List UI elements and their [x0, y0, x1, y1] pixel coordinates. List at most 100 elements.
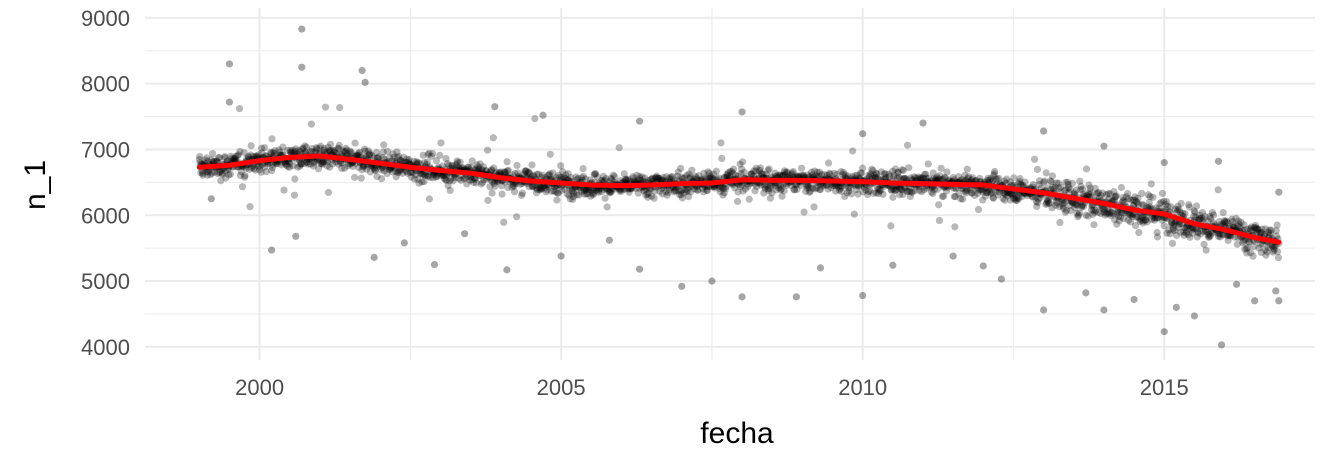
data-point [429, 174, 437, 182]
outlier-point [1275, 297, 1283, 305]
data-point [208, 169, 216, 177]
outlier-point [1082, 289, 1090, 297]
data-point [964, 173, 973, 181]
data-point [339, 147, 347, 155]
data-point [888, 186, 896, 194]
data-point [326, 140, 335, 148]
data-point [1011, 195, 1019, 203]
data-point [1052, 198, 1060, 206]
data-point [461, 174, 469, 182]
data-point [308, 145, 316, 153]
data-point [594, 185, 603, 194]
data-point [1060, 204, 1068, 213]
data-point [452, 161, 460, 169]
data-point [561, 185, 569, 193]
data-point [341, 164, 349, 172]
data-point [591, 170, 599, 178]
data-point [1124, 189, 1132, 198]
data-point [1021, 178, 1029, 186]
data-point [726, 167, 734, 176]
data-point [565, 184, 573, 192]
data-point [502, 168, 510, 176]
data-point [629, 174, 637, 182]
data-point [1000, 177, 1008, 185]
data-point [990, 170, 998, 178]
data-point [488, 189, 496, 197]
data-point [213, 157, 221, 165]
data-point [390, 153, 398, 161]
data-point [606, 186, 614, 195]
outlier-point [1232, 280, 1241, 288]
data-point [245, 153, 253, 161]
data-point [1270, 246, 1278, 254]
data-point [844, 172, 852, 180]
data-point [731, 171, 740, 179]
data-point [910, 187, 919, 195]
data-point [456, 158, 464, 166]
data-point [995, 188, 1003, 196]
data-point [1153, 228, 1161, 237]
data-point [510, 188, 519, 196]
data-point [1250, 242, 1258, 251]
data-point [321, 103, 330, 111]
data-point [678, 173, 686, 182]
data-point [719, 185, 728, 193]
data-point [439, 162, 447, 170]
data-point [934, 174, 942, 183]
data-point [569, 195, 577, 203]
data-point [407, 173, 415, 181]
data-point [472, 165, 480, 173]
data-point [379, 154, 387, 162]
data-point [938, 192, 946, 201]
data-point [1251, 224, 1259, 232]
data-point [1200, 215, 1208, 223]
data-point [427, 152, 436, 160]
data-point [1002, 179, 1010, 187]
data-point [766, 194, 775, 202]
data-point [562, 171, 570, 179]
data-point [797, 172, 805, 180]
data-point [1187, 224, 1195, 232]
data-point [981, 192, 990, 200]
data-point [662, 173, 671, 181]
data-point [651, 187, 659, 195]
outlier-point [1040, 127, 1048, 135]
data-point [355, 151, 363, 159]
data-point [1197, 230, 1205, 238]
data-point [699, 185, 707, 193]
data-point [1012, 196, 1020, 205]
data-point [674, 168, 682, 176]
data-point [1023, 192, 1032, 200]
data-point [482, 167, 490, 175]
data-point [1028, 192, 1036, 200]
data-point [739, 187, 747, 195]
data-point [804, 171, 812, 179]
outlier-point [816, 264, 825, 272]
data-point [358, 166, 366, 174]
data-point [688, 166, 696, 174]
data-point [1029, 181, 1037, 189]
data-point [915, 186, 924, 194]
data-point [797, 164, 806, 172]
data-point [1059, 202, 1067, 210]
data-point [338, 164, 346, 173]
data-point [765, 187, 773, 195]
data-point [1137, 216, 1145, 224]
data-point [707, 174, 716, 182]
data-point [903, 187, 911, 195]
data-point [1074, 213, 1082, 221]
outlier-point [1172, 303, 1180, 311]
data-point [484, 196, 492, 204]
data-point [310, 159, 318, 167]
data-point [344, 162, 352, 170]
data-point [537, 185, 546, 193]
data-point [325, 147, 333, 155]
data-point [1029, 193, 1037, 201]
data-point [1247, 223, 1255, 231]
data-point [851, 172, 859, 180]
data-point [606, 189, 614, 197]
data-point [244, 152, 252, 160]
data-point [320, 144, 328, 153]
data-point [763, 182, 771, 190]
data-point [685, 174, 694, 182]
